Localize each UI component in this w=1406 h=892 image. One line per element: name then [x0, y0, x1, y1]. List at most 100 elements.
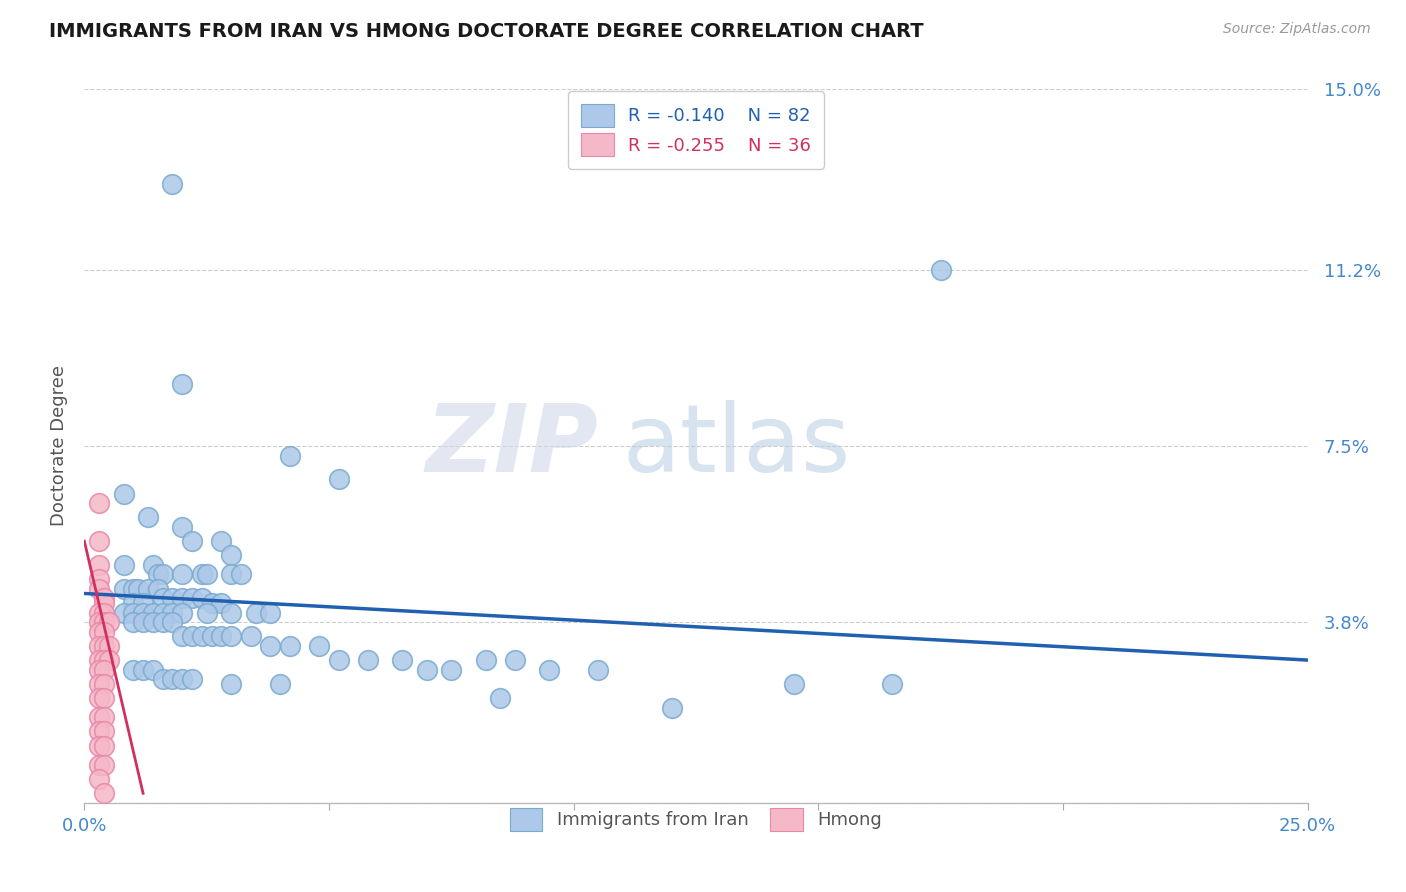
Point: [122, 615, 145, 629]
Point: [172, 567, 194, 582]
Point: [93, 677, 115, 691]
Point: [172, 377, 194, 392]
Point: [87, 572, 110, 586]
Point: [142, 663, 165, 677]
Point: [181, 591, 204, 606]
Point: [87, 653, 110, 667]
Point: [880, 677, 903, 691]
Point: [152, 567, 174, 582]
Point: [132, 615, 155, 629]
Point: [87, 677, 110, 691]
Point: [142, 558, 165, 572]
Point: [278, 449, 301, 463]
Point: [219, 549, 242, 563]
Point: [181, 534, 204, 549]
Point: [328, 472, 350, 486]
Point: [440, 663, 463, 677]
Point: [122, 663, 145, 677]
Point: [93, 596, 115, 610]
Point: [93, 653, 115, 667]
Point: [87, 582, 110, 596]
Point: [136, 582, 159, 596]
Point: [195, 567, 218, 582]
Legend: Immigrants from Iran, Hmong: Immigrants from Iran, Hmong: [498, 796, 894, 844]
Point: [172, 629, 194, 643]
Point: [112, 582, 135, 596]
Point: [122, 582, 145, 596]
Point: [93, 591, 115, 606]
Point: [146, 582, 169, 596]
Point: [229, 567, 252, 582]
Point: [474, 653, 496, 667]
Point: [259, 639, 281, 653]
Point: [93, 691, 115, 706]
Point: [503, 653, 526, 667]
Point: [136, 510, 159, 524]
Point: [219, 677, 242, 691]
Point: [112, 558, 135, 572]
Point: [200, 629, 222, 643]
Text: Source: ZipAtlas.com: Source: ZipAtlas.com: [1223, 22, 1371, 37]
Point: [87, 534, 110, 549]
Point: [97, 615, 120, 629]
Point: [357, 653, 380, 667]
Point: [162, 591, 184, 606]
Point: [586, 663, 609, 677]
Point: [929, 263, 952, 277]
Point: [489, 691, 512, 706]
Point: [152, 591, 174, 606]
Point: [97, 653, 120, 667]
Point: [87, 663, 110, 677]
Point: [191, 629, 214, 643]
Point: [127, 582, 149, 596]
Point: [93, 724, 115, 739]
Point: [87, 710, 110, 724]
Point: [416, 663, 439, 677]
Point: [142, 606, 165, 620]
Point: [172, 520, 194, 534]
Point: [87, 772, 110, 786]
Point: [172, 672, 194, 686]
Point: [112, 606, 135, 620]
Point: [181, 672, 204, 686]
Point: [93, 615, 115, 629]
Point: [219, 606, 242, 620]
Point: [152, 672, 174, 686]
Point: [162, 178, 184, 192]
Point: [152, 615, 174, 629]
Point: [122, 596, 145, 610]
Text: ZIP: ZIP: [425, 400, 598, 492]
Point: [146, 567, 169, 582]
Point: [93, 710, 115, 724]
Point: [259, 606, 281, 620]
Point: [93, 663, 115, 677]
Point: [783, 677, 806, 691]
Point: [661, 700, 683, 714]
Point: [209, 629, 232, 643]
Point: [142, 615, 165, 629]
Point: [87, 624, 110, 639]
Point: [87, 724, 110, 739]
Point: [278, 639, 301, 653]
Point: [87, 639, 110, 653]
Point: [87, 691, 110, 706]
Point: [87, 496, 110, 510]
Point: [93, 639, 115, 653]
Point: [219, 567, 242, 582]
Point: [132, 596, 155, 610]
Point: [172, 591, 194, 606]
Point: [181, 629, 204, 643]
Point: [219, 629, 242, 643]
Point: [328, 653, 350, 667]
Point: [132, 663, 155, 677]
Point: [112, 486, 135, 500]
Point: [391, 653, 413, 667]
Text: atlas: atlas: [623, 400, 851, 492]
Point: [93, 757, 115, 772]
Point: [172, 606, 194, 620]
Point: [93, 606, 115, 620]
Point: [93, 786, 115, 800]
Point: [87, 606, 110, 620]
Point: [87, 757, 110, 772]
Point: [195, 606, 218, 620]
